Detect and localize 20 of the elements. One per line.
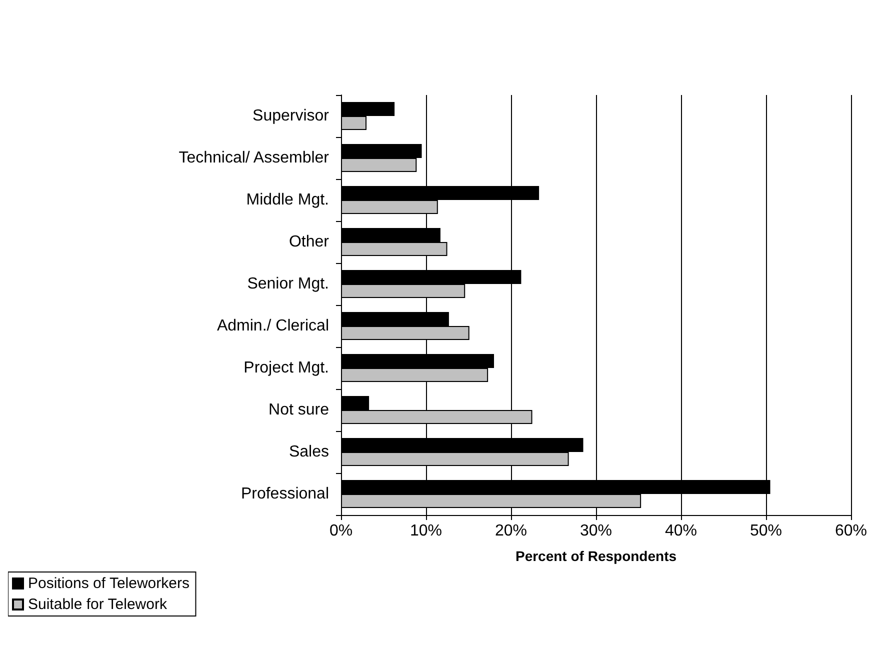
y-tick-label: Supervisor [252,108,330,124]
y-tick-label: Senior Mgt. [247,276,329,292]
x-axis-title: Percent of Respondents [515,548,677,564]
x-tick-label: 10% [410,522,442,540]
y-tick-label: Project Mgt. [244,360,329,376]
legend-label: Suitable for Telework [28,596,168,613]
y-tick-label: Sales [288,444,329,460]
x-tick-label: 30% [580,522,612,540]
y-tick-label: Other [288,234,330,250]
y-tick-label: Middle Mgt. [246,192,329,208]
x-tick-label: 40% [664,522,698,540]
y-tick-label: Technical/ Assembler [178,150,330,166]
x-tick-label: 20% [494,522,528,540]
x-tick-label: 60% [834,522,868,540]
legend-label: Positions of Teleworkers [28,575,190,592]
y-tick-label: Not sure [268,402,330,418]
y-tick-label: Admin./ Clerical [216,318,329,334]
x-tick-label: 0% [329,522,353,540]
y-tick-label: Professional [240,486,329,502]
x-tick-label: 50% [750,522,782,540]
